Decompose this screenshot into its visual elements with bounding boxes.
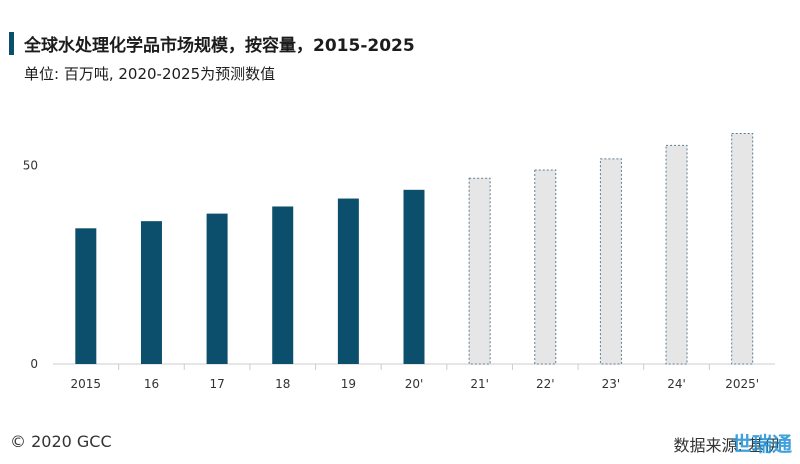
actual-bar — [337, 198, 359, 364]
forecast-bar — [468, 177, 491, 365]
x-tick-label: 23' — [602, 377, 621, 391]
actual-bar — [75, 228, 97, 364]
x-tick-label: 22' — [536, 377, 555, 391]
actual-bar — [140, 221, 162, 364]
x-tick-label: 2015 — [71, 377, 102, 391]
forecast-bar — [665, 144, 688, 365]
actual-bar — [206, 213, 228, 364]
x-tick-label: 18 — [275, 377, 290, 391]
y-tick-label: 0 — [30, 357, 38, 371]
forecast-bar — [534, 169, 557, 365]
actual-bar — [272, 206, 294, 364]
x-tick-label: 21' — [470, 377, 489, 391]
title-accent-bar — [9, 32, 14, 55]
actual-bar — [403, 189, 425, 364]
copyright-text: © 2020 GCC — [10, 432, 112, 451]
chart-title: 全球水处理化学品市场规模，按容量，2015-2025 — [24, 36, 415, 56]
x-tick-label: 19 — [341, 377, 356, 391]
x-tick-label: 2025' — [725, 377, 759, 391]
forecast-bar — [599, 158, 622, 365]
x-tick-label: 16 — [144, 377, 159, 391]
forecast-bar — [731, 132, 754, 365]
x-tick-label: 20' — [405, 377, 424, 391]
x-tick-label: 17 — [209, 377, 224, 391]
x-tick-label: 24' — [667, 377, 686, 391]
watermark-logo: 世瑞通 — [732, 432, 792, 456]
chart-subtitle: 单位: 百万吨, 2020-2025为预测数值 — [24, 65, 276, 83]
y-tick-label: 50 — [23, 159, 38, 173]
source-text: 数据来源: 基伊 — [673, 436, 780, 455]
